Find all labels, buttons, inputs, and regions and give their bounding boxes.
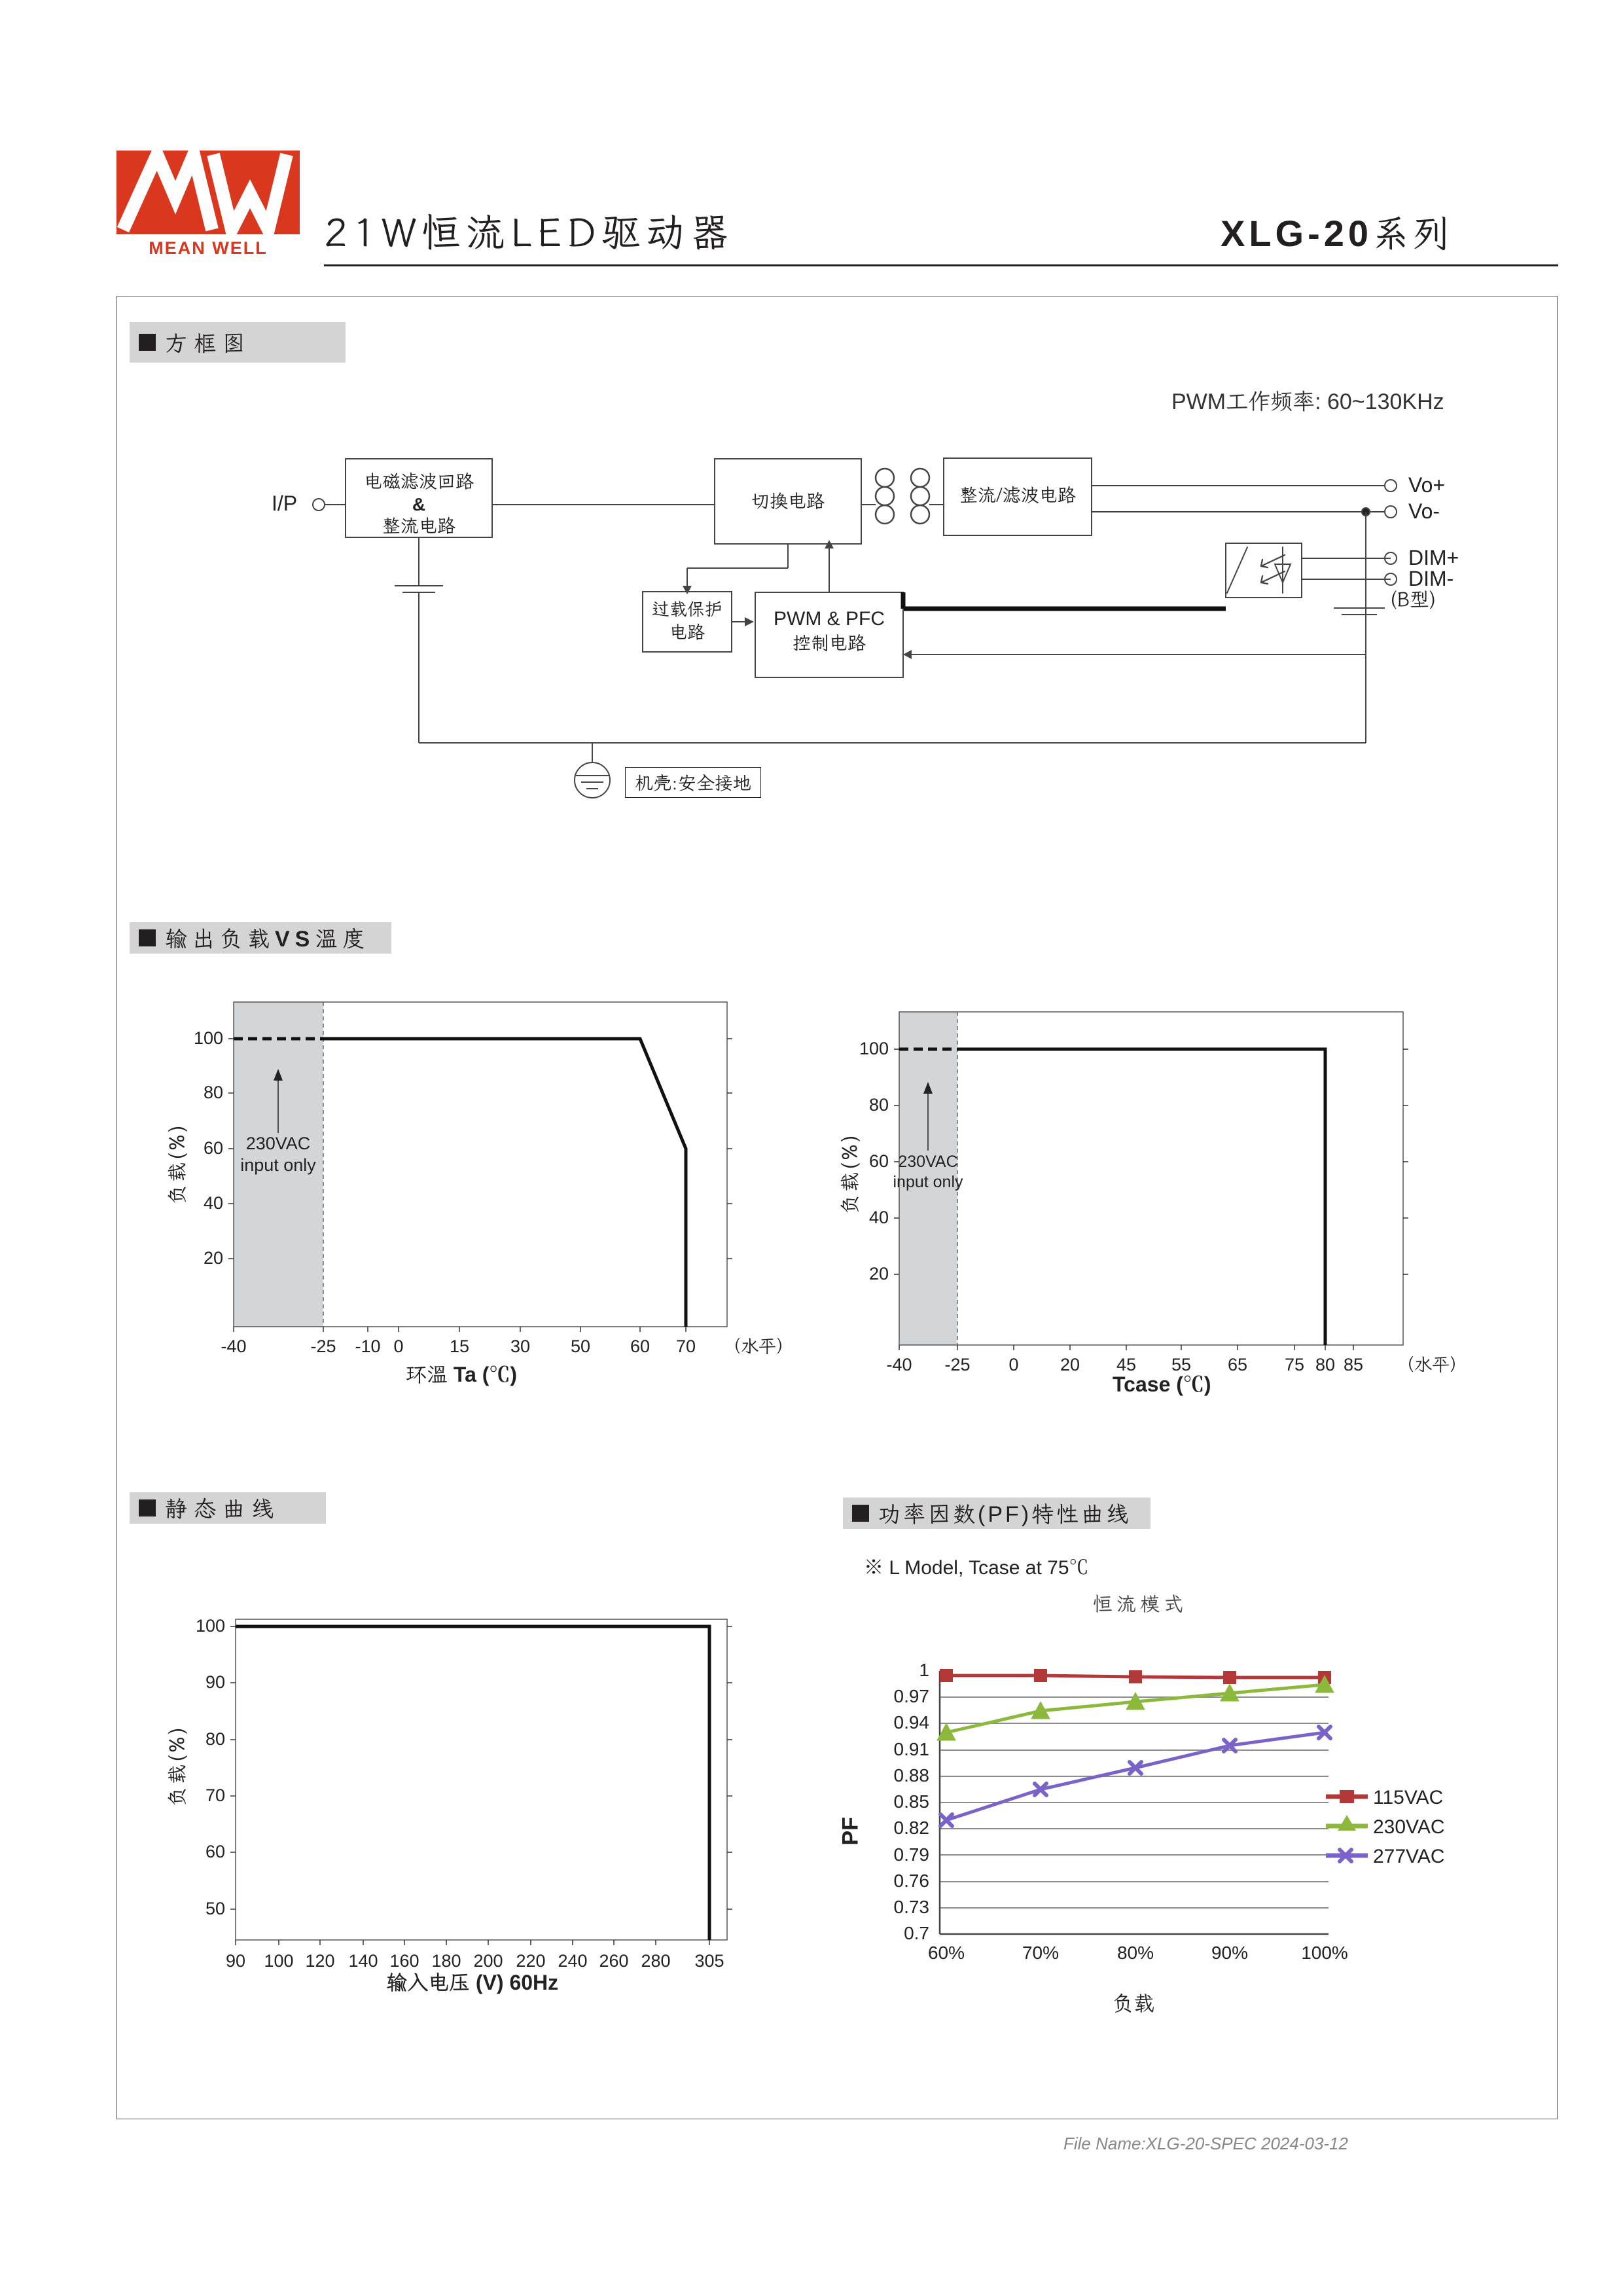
svg-text:过载保护: 过载保护 — [652, 597, 722, 620]
svg-text:40: 40 — [204, 1193, 223, 1213]
svg-text:100%: 100% — [1301, 1943, 1348, 1963]
svg-text:30: 30 — [510, 1336, 530, 1356]
svg-text:90%: 90% — [1211, 1943, 1248, 1963]
svg-text:0.82: 0.82 — [894, 1818, 930, 1838]
svg-text:305: 305 — [694, 1951, 724, 1971]
svg-text:20: 20 — [1060, 1355, 1080, 1374]
svg-text:230VAC: 230VAC — [246, 1134, 311, 1153]
svg-text:0.97: 0.97 — [894, 1686, 930, 1706]
svg-text:80%: 80% — [1117, 1943, 1154, 1963]
svg-text:240: 240 — [558, 1951, 587, 1971]
svg-text:0.79: 0.79 — [894, 1844, 930, 1865]
svg-text:0.85: 0.85 — [894, 1791, 930, 1812]
svg-text:60: 60 — [630, 1336, 650, 1356]
svg-text:电磁滤波回路: 电磁滤波回路 — [364, 469, 474, 493]
svg-text:230VAC: 230VAC — [1373, 1816, 1445, 1838]
svg-text:电路: 电路 — [669, 620, 705, 643]
svg-text:120: 120 — [305, 1951, 334, 1971]
svg-text:0.73: 0.73 — [894, 1897, 930, 1917]
svg-text:-25: -25 — [310, 1336, 336, 1356]
svg-text:（水平）: （水平） — [723, 1334, 794, 1357]
svg-text:50: 50 — [571, 1336, 590, 1356]
svg-text:0.94: 0.94 — [894, 1712, 930, 1732]
svg-text:180: 180 — [431, 1951, 461, 1971]
svg-text:90: 90 — [226, 1951, 245, 1971]
svg-text:控制电路: 控制电路 — [793, 630, 866, 655]
svg-text:80: 80 — [204, 1083, 223, 1102]
svg-text:input only: input only — [893, 1173, 963, 1191]
svg-text:80: 80 — [869, 1095, 889, 1115]
svg-text:70: 70 — [676, 1336, 696, 1356]
svg-text:80: 80 — [1315, 1355, 1335, 1374]
svg-text:1: 1 — [919, 1660, 929, 1680]
svg-text:200: 200 — [473, 1951, 503, 1971]
svg-text:Vo+: Vo+ — [1408, 473, 1445, 497]
svg-text:0.91: 0.91 — [894, 1739, 930, 1759]
svg-text:260: 260 — [599, 1951, 628, 1971]
svg-text:（水平）: （水平） — [1397, 1352, 1467, 1376]
svg-text:0: 0 — [393, 1336, 403, 1356]
svg-text:0.88: 0.88 — [894, 1765, 930, 1785]
svg-text:60: 60 — [204, 1138, 223, 1158]
svg-text:75: 75 — [1285, 1355, 1304, 1374]
svg-text:60: 60 — [205, 1842, 225, 1861]
svg-text:50: 50 — [205, 1899, 225, 1918]
svg-text:切换电路: 切换电路 — [751, 488, 825, 512]
svg-text:Vo-: Vo- — [1408, 499, 1440, 523]
svg-text:100: 100 — [859, 1039, 889, 1058]
svg-text:PWM & PFC: PWM & PFC — [774, 608, 885, 630]
svg-text:-40: -40 — [886, 1355, 912, 1374]
svg-text:100: 100 — [194, 1028, 223, 1048]
svg-text:整流/滤波电路: 整流/滤波电路 — [959, 482, 1076, 507]
svg-text:60%: 60% — [928, 1943, 965, 1963]
svg-text:&: & — [412, 494, 425, 514]
svg-text:0.76: 0.76 — [894, 1871, 930, 1891]
svg-text:277VAC: 277VAC — [1373, 1846, 1445, 1867]
svg-text:整流电路: 整流电路 — [382, 513, 455, 537]
svg-text:input only: input only — [240, 1155, 316, 1175]
svg-text:85: 85 — [1344, 1355, 1363, 1374]
svg-text:100: 100 — [196, 1616, 225, 1636]
svg-text:0: 0 — [1008, 1355, 1018, 1374]
svg-text:(B型): (B型) — [1390, 586, 1436, 612]
svg-text:220: 220 — [516, 1951, 545, 1971]
svg-text:15: 15 — [450, 1336, 469, 1356]
svg-text:0.7: 0.7 — [904, 1923, 929, 1943]
svg-text:70: 70 — [205, 1785, 225, 1805]
svg-text:70%: 70% — [1022, 1943, 1059, 1963]
svg-text:115VAC: 115VAC — [1373, 1787, 1443, 1808]
svg-text:280: 280 — [641, 1951, 670, 1971]
svg-text:20: 20 — [204, 1248, 223, 1268]
svg-text:230VAC: 230VAC — [898, 1153, 957, 1171]
svg-text:140: 140 — [348, 1951, 378, 1971]
svg-text:-10: -10 — [355, 1336, 380, 1356]
svg-text:65: 65 — [1228, 1355, 1247, 1374]
svg-text:60: 60 — [869, 1151, 889, 1171]
svg-text:90: 90 — [205, 1672, 225, 1692]
svg-text:80: 80 — [205, 1729, 225, 1749]
svg-text:-40: -40 — [221, 1336, 246, 1356]
svg-text:I/P: I/P — [272, 492, 297, 515]
svg-text:100: 100 — [264, 1951, 293, 1971]
svg-text:-25: -25 — [944, 1355, 970, 1374]
svg-text:40: 40 — [869, 1208, 889, 1227]
svg-text:20: 20 — [869, 1264, 889, 1283]
svg-text:160: 160 — [389, 1951, 419, 1971]
svg-text:DIM+: DIM+ — [1408, 546, 1459, 569]
